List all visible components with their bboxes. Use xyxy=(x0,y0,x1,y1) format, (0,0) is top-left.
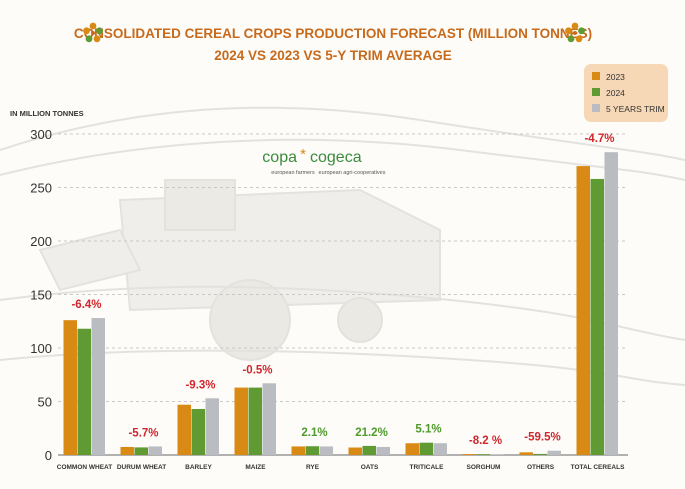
y-axis-label: IN MILLION TONNES xyxy=(10,109,84,118)
legend-swatch xyxy=(592,72,600,80)
change-label: -0.5% xyxy=(242,364,272,376)
bar-2023 xyxy=(519,452,533,455)
legend-swatch xyxy=(592,88,600,96)
y-tick-label: 100 xyxy=(30,341,52,356)
change-label: -4.7% xyxy=(584,133,614,145)
x-tick-label: TOTAL CEREALS xyxy=(571,464,625,471)
bar-5-years-trim xyxy=(433,443,447,455)
bar-2024 xyxy=(191,408,205,455)
y-tick-label: 300 xyxy=(30,127,52,142)
bar-2023 xyxy=(120,446,134,455)
legend-label: 2024 xyxy=(606,88,625,98)
logo-tagline-left: european farmers xyxy=(271,170,315,176)
logo-tagline-right: european agri-cooperatives xyxy=(319,170,386,176)
x-tick-label: SORGHUM xyxy=(467,464,501,471)
bar-2024 xyxy=(533,453,547,455)
chart-subtitle: 2024 VS 2023 VS 5-Y TRIM AVERAGE xyxy=(214,48,452,63)
logo-star: * xyxy=(300,146,306,163)
y-tick-label: 150 xyxy=(30,288,52,303)
x-tick-label: OATS xyxy=(361,464,379,471)
y-tick-label: 50 xyxy=(38,395,52,410)
legend-swatch xyxy=(592,104,600,112)
bar-5-years-trim xyxy=(547,450,561,455)
flower-icon xyxy=(83,22,103,43)
bar-5-years-trim xyxy=(376,446,390,455)
y-tick-label: 0 xyxy=(45,448,52,463)
bar-2024 xyxy=(419,442,433,455)
change-label: -5.7% xyxy=(128,427,158,439)
bar-5-years-trim xyxy=(490,454,504,455)
bar-2024 xyxy=(77,328,91,455)
logo-text-copa: copa xyxy=(262,149,297,166)
bar-5-years-trim xyxy=(148,446,162,455)
change-label: -6.4% xyxy=(71,299,101,311)
y-tick-label: 250 xyxy=(30,181,52,196)
change-label: 2.1% xyxy=(301,427,327,439)
bar-5-years-trim xyxy=(205,398,219,455)
bar-2023 xyxy=(462,454,476,455)
bar-2024 xyxy=(362,445,376,455)
bar-2023 xyxy=(177,404,191,455)
bar-2024 xyxy=(305,446,319,455)
change-label: 21.2% xyxy=(355,427,388,439)
bar-2023 xyxy=(348,447,362,455)
bar-5-years-trim xyxy=(91,318,105,455)
change-label: 5.1% xyxy=(415,424,441,436)
x-tick-label: BARLEY xyxy=(185,464,212,471)
x-tick-label: DURUM WHEAT xyxy=(117,464,166,471)
legend: 2023 2024 5 YEARS TRIM xyxy=(584,64,668,122)
bar-5-years-trim xyxy=(262,383,276,455)
change-label: -59.5% xyxy=(524,432,560,444)
x-tick-label: OTHERS xyxy=(527,464,555,471)
legend-label: 5 YEARS TRIM xyxy=(606,104,665,114)
x-tick-label: COMMON WHEAT xyxy=(57,464,113,471)
bar-2023 xyxy=(405,443,419,455)
copa-cogeca-logo: copa * cogeca european farmers european … xyxy=(262,146,385,176)
change-label: -8.2 % xyxy=(469,435,502,447)
background-harvester-illustration xyxy=(0,106,685,386)
x-tick-label: TRITICALE xyxy=(410,464,445,471)
legend-label: 2023 xyxy=(606,72,625,82)
bar-2023 xyxy=(234,387,248,455)
logo-text-cogeca: cogeca xyxy=(310,149,362,166)
x-tick-label: MAIZE xyxy=(245,464,266,471)
flower-icon xyxy=(565,22,585,43)
bar-2023 xyxy=(576,166,590,455)
bar-2023 xyxy=(291,446,305,455)
x-tick-label: RYE xyxy=(306,464,320,471)
labels: COMMON WHEAT -6.4% DURUM WHEAT -5.7% BARLEY -… xyxy=(57,133,625,471)
bar-2024 xyxy=(248,387,262,455)
chart-title: CONSOLIDATED CEREAL CROPS PRODUCTION FOR… xyxy=(74,26,592,41)
bar-2024 xyxy=(134,447,148,455)
bar-2024 xyxy=(590,178,604,455)
bar-5-years-trim xyxy=(604,152,618,455)
bar-2024 xyxy=(476,454,490,455)
grid: 0 50 100 150 200 250 300 xyxy=(30,127,628,463)
bars xyxy=(63,152,618,455)
y-tick-label: 200 xyxy=(30,234,52,249)
change-label: -9.3% xyxy=(185,379,215,391)
bar-5-years-trim xyxy=(319,446,333,455)
bar-2023 xyxy=(63,320,77,455)
